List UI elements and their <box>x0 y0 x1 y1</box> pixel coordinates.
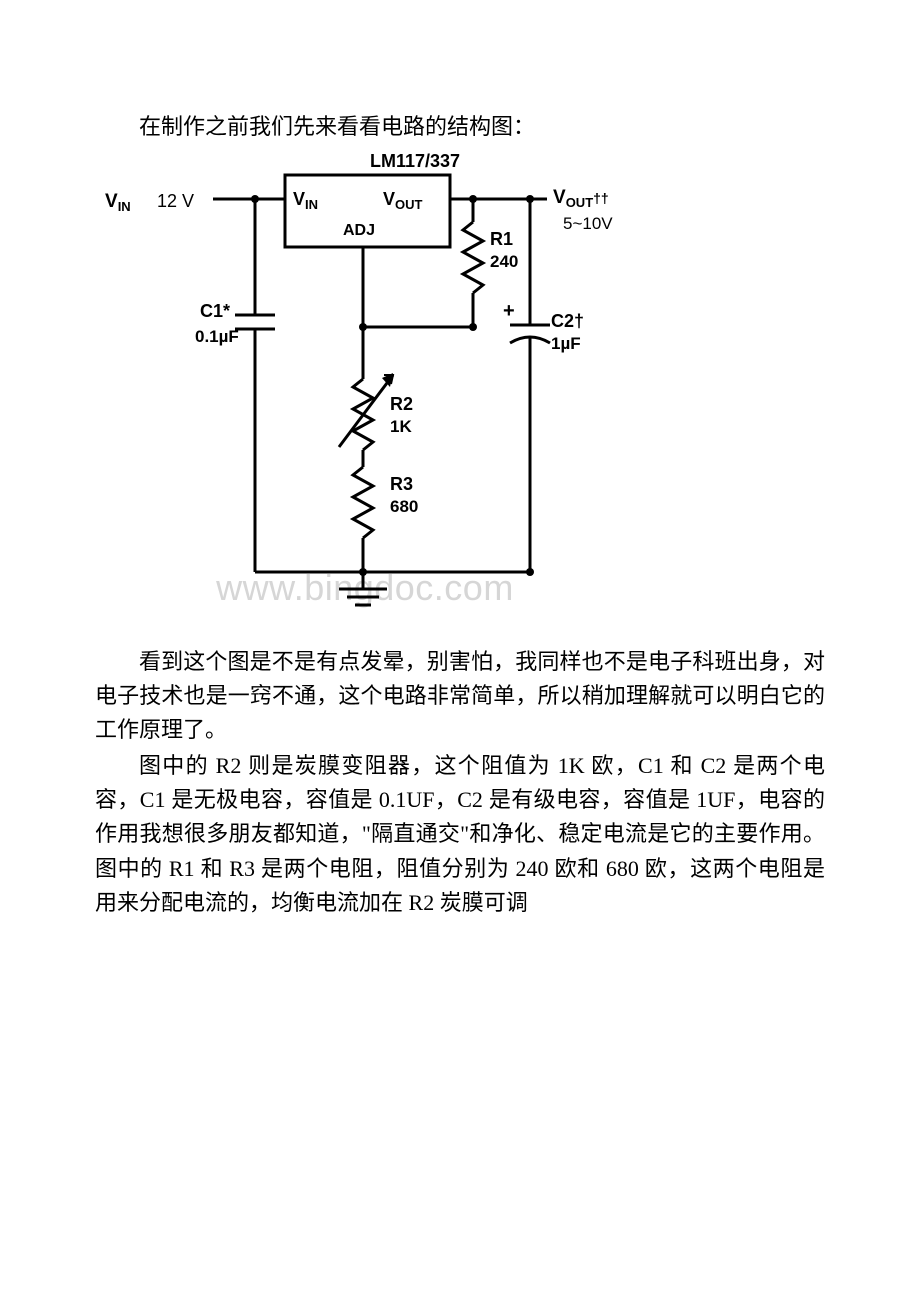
r2-value-label: 1K <box>390 417 412 436</box>
p2-s3: 和 <box>664 753 701 778</box>
p2-r2b: R2 <box>409 890 435 915</box>
chip-vin-label: VIN <box>293 189 318 212</box>
p2-s13: 炭膜可调 <box>434 890 528 915</box>
vout-ext-label: VOUT†† <box>553 187 609 210</box>
p2-c1: C1 <box>638 753 664 778</box>
node-r1-bot <box>469 323 477 331</box>
p2-c2: C2 <box>701 753 727 778</box>
paragraph-1: 看到这个图是不是有点发晕，别害怕，我同样也不是电子科班出身，对电子技术也是一窍不… <box>95 645 825 747</box>
chip-title-text: LM117/337 <box>370 151 460 171</box>
p2-s5: 是无极电容，容值是 <box>165 787 378 812</box>
chip-adj-label: ADJ <box>343 222 375 239</box>
p2-s1: 则是炭膜变阻器，这个阻值为 <box>241 753 557 778</box>
p2-1uf: 1UF <box>696 787 735 812</box>
p2-c2b: C2 <box>457 787 483 812</box>
c2-name-label: C2† <box>551 311 584 331</box>
vin-ext-label: VIN <box>105 191 131 214</box>
r2-arrow-line <box>339 375 393 447</box>
p2-s9: 和 <box>195 856 230 881</box>
chip-vout-label: VOUT <box>383 189 423 212</box>
c1-value-label: 0.1µF <box>195 327 239 346</box>
r1-value-label: 240 <box>490 252 518 271</box>
p2-1k: 1K <box>558 753 585 778</box>
r3-name-label: R3 <box>390 474 413 494</box>
p2-s2: 欧， <box>585 753 638 778</box>
vout-range-label: 5~10V <box>563 214 613 233</box>
p2-680: 680 <box>606 856 639 881</box>
paragraph-2: 图中的 R2 则是炭膜变阻器，这个阻值为 1K 欧，C1 和 C2 是两个电容，… <box>95 749 825 919</box>
p2-r3: R3 <box>229 856 255 881</box>
c2-plus: + <box>503 300 515 322</box>
r1-name-label: R1 <box>490 229 513 249</box>
circuit-diagram: LM117/337 VIN VOUT ADJ VIN 12 V VOUT†† 5… <box>95 147 635 637</box>
r3-value-label: 680 <box>390 497 418 516</box>
p2-240: 240 <box>516 856 549 881</box>
p2-r2: R2 <box>216 753 242 778</box>
r1-resistor <box>463 222 483 293</box>
p2-01uf: 0.1UF <box>379 787 435 812</box>
p2-s11: 欧和 <box>549 856 606 881</box>
c2-value-label: 1µF <box>551 334 581 353</box>
p2-prefix: 图中的 <box>139 753 216 778</box>
page-content: 在制作之前我们先来看看电路的结构图： LM117/337 VIN VOUT AD… <box>0 0 920 920</box>
p2-s10: 是两个电阻，阻值分别为 <box>255 856 516 881</box>
r3-resistor <box>353 467 373 538</box>
p2-s7: 是有级电容，容值是 <box>483 787 696 812</box>
p2-c1b: C1 <box>140 787 166 812</box>
p2-r1: R1 <box>169 856 195 881</box>
c1-name-label: C1* <box>200 301 230 321</box>
vin-voltage-label: 12 V <box>157 191 194 211</box>
r2-name-label: R2 <box>390 394 413 414</box>
p2-s6: ， <box>434 787 457 812</box>
intro-text: 在制作之前我们先来看看电路的结构图： <box>95 110 825 143</box>
